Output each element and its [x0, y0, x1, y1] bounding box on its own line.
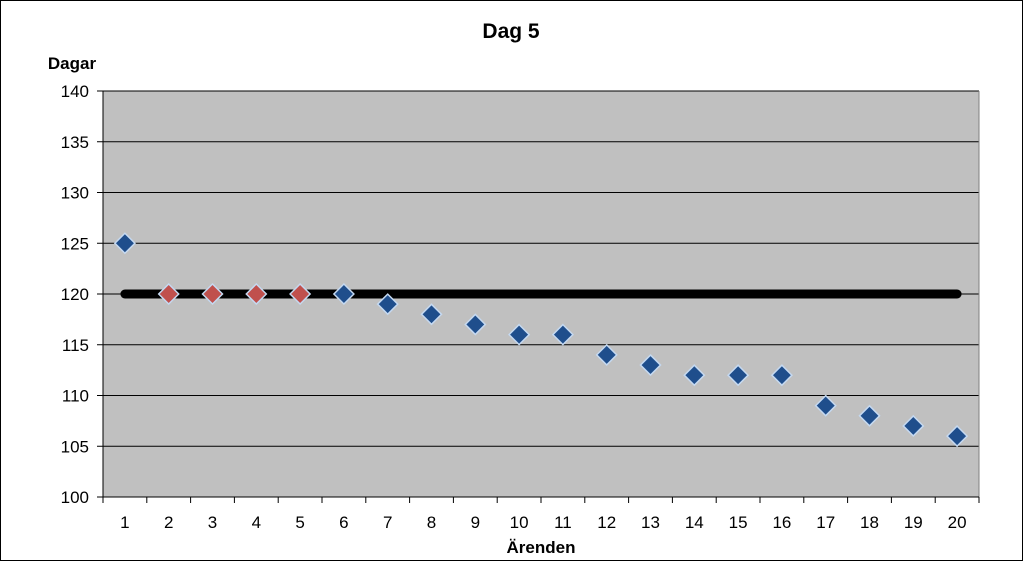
y-tick-label: 135	[61, 133, 89, 152]
y-axis-title: Dagar	[48, 54, 97, 73]
data-point	[902, 414, 925, 438]
x-tick-label: 8	[427, 513, 436, 532]
data-point	[289, 282, 312, 306]
data-point	[245, 282, 268, 306]
data-point	[946, 425, 969, 448]
x-tick-label: 20	[948, 513, 967, 532]
y-tick-label: 115	[62, 336, 89, 355]
y-tick-label: 130	[61, 184, 89, 203]
y-tick-label: 105	[61, 437, 89, 456]
data-point	[727, 364, 750, 387]
data-point	[814, 394, 837, 417]
data-point	[683, 364, 706, 387]
data-point	[201, 282, 224, 306]
data-point	[376, 293, 399, 316]
x-tick-label: 11	[554, 513, 572, 532]
x-axis-title: Ärenden	[507, 538, 576, 557]
data-point	[157, 282, 180, 306]
x-tick-label: 18	[860, 513, 879, 532]
data-point	[595, 343, 618, 366]
x-tick-label: 3	[208, 513, 217, 532]
x-tick-label: 2	[164, 513, 173, 532]
data-point	[464, 313, 487, 336]
y-tick-label: 140	[61, 82, 89, 101]
x-tick-label: 6	[339, 513, 348, 532]
x-tick-label: 1	[120, 513, 129, 532]
y-tick-label: 110	[62, 387, 89, 406]
x-tick-label: 4	[252, 513, 261, 532]
data-point	[639, 353, 662, 377]
y-tick-label: 125	[61, 234, 89, 253]
x-tick-label: 13	[641, 513, 660, 532]
x-tick-label: 19	[904, 513, 923, 532]
chart-title: Dag 5	[482, 20, 540, 43]
x-tick-label: 14	[685, 513, 704, 532]
data-point	[551, 323, 574, 346]
x-tick-label: 17	[816, 513, 835, 532]
x-tick-label: 12	[597, 513, 616, 532]
data-point	[508, 323, 531, 346]
data-point	[858, 404, 881, 427]
data-point	[770, 364, 793, 387]
data-point	[113, 232, 136, 255]
x-tick-label: 9	[471, 513, 480, 532]
data-point	[420, 303, 443, 326]
data-point	[332, 282, 355, 306]
y-tick-label: 120	[61, 285, 89, 304]
y-tick-label: 100	[61, 488, 89, 507]
x-tick-label: 15	[729, 513, 748, 532]
x-tick-label: 7	[383, 513, 392, 532]
x-tick-label: 16	[772, 513, 791, 532]
x-tick-label: 5	[295, 513, 304, 532]
x-tick-label: 10	[510, 513, 529, 532]
